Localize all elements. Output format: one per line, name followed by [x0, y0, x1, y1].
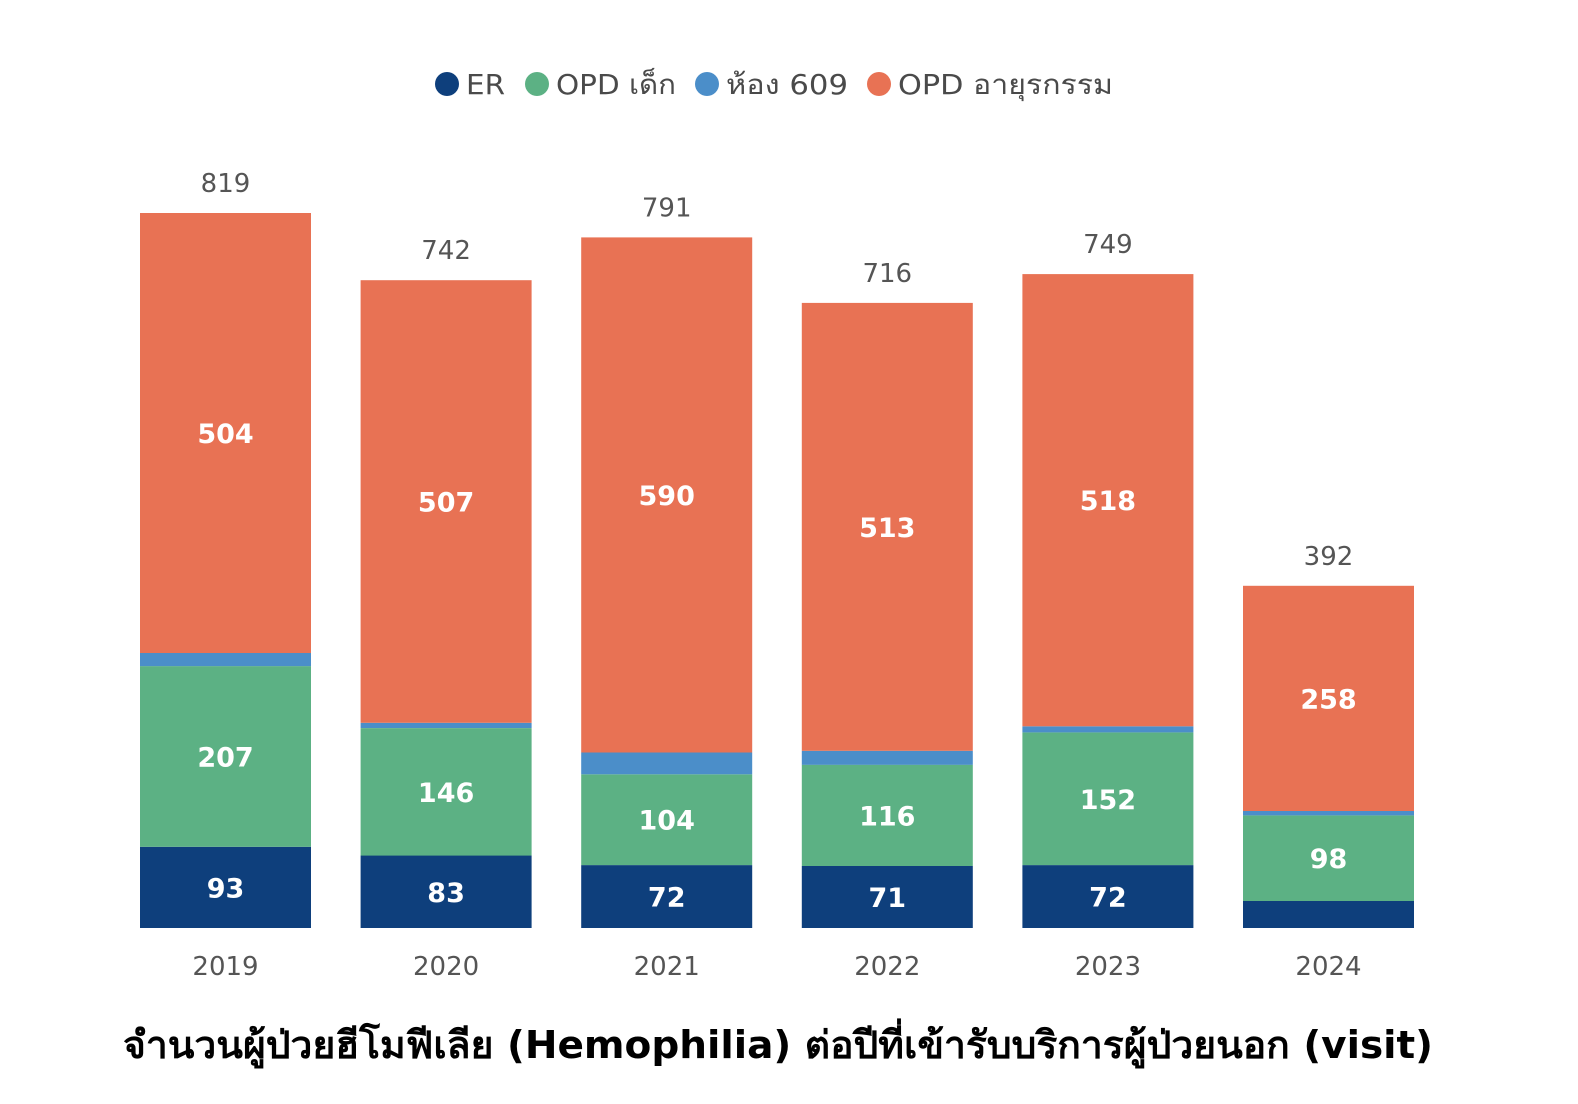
x-tick-label-2019: 2019	[192, 952, 258, 982]
legend-item-opd-medicine: OPD อายุรกรรม	[867, 68, 1113, 102]
bar-segment-opd-pediatric-2019	[140, 666, 311, 847]
data-label-opd-pediatric-2021: 104	[639, 806, 695, 837]
bar-segment-opd-pediatric-2023	[1022, 732, 1194, 866]
data-label-er-2021: 72	[648, 883, 686, 914]
total-label-2023: 749	[1083, 230, 1133, 260]
bar-segment-room-609-2024	[1243, 811, 1414, 816]
legend-label-opd-pediatric: OPD เด็ก	[556, 67, 676, 101]
data-label-opd-pediatric-2019: 207	[197, 743, 253, 774]
data-label-opd-medicine-2022: 513	[859, 513, 915, 544]
legend: ER OPD เด็ก ห้อง 609 OPD อายุรกรรม	[435, 67, 1113, 102]
bar-segment-er-2024	[1243, 900, 1414, 928]
bar-segment-room-609-2020	[360, 722, 532, 728]
legend-label-room-609: ห้อง 609	[726, 68, 848, 101]
legend-label-er: ER	[466, 68, 505, 101]
legend-label-opd-medicine: OPD อายุรกรรม	[898, 68, 1113, 102]
data-label-opd-medicine-2020: 507	[418, 488, 474, 519]
bars-group: 93 207 504 819 2019 83 146 507 742 2020 72 104 590 79…	[140, 169, 1414, 982]
data-label-er-2020: 83	[427, 878, 465, 909]
data-label-opd-medicine-2019: 504	[197, 419, 253, 450]
total-label-2019: 819	[201, 169, 251, 199]
bar-segment-opd-medicine-2019	[140, 213, 311, 653]
total-label-2021: 791	[642, 193, 692, 223]
bar-segment-opd-pediatric-2022	[801, 764, 973, 866]
total-label-2020: 742	[421, 236, 471, 266]
x-tick-label-2022: 2022	[854, 952, 920, 982]
bar-segment-er-2020	[360, 855, 532, 928]
bar-segment-opd-medicine-2021	[581, 237, 753, 753]
x-tick-label-2020: 2020	[413, 952, 479, 982]
legend-swatch-er	[435, 72, 459, 96]
legend-item-room-609: ห้อง 609	[695, 68, 848, 101]
bar-segment-opd-pediatric-2024	[1243, 815, 1414, 901]
bar-2022: 71 116 513 716 2022	[801, 259, 973, 982]
legend-swatch-opd-pediatric	[525, 72, 549, 96]
bar-2023: 72 152 518 749 2023	[1022, 230, 1194, 982]
data-label-er-2023: 72	[1089, 883, 1127, 914]
bar-segment-er-2021	[581, 865, 753, 928]
x-tick-label-2021: 2021	[634, 952, 700, 982]
data-label-opd-medicine-2023: 518	[1080, 486, 1136, 517]
data-label-opd-medicine-2021: 590	[639, 481, 695, 512]
legend-swatch-room-609	[695, 72, 719, 96]
bar-segment-opd-pediatric-2020	[360, 728, 532, 856]
bar-segment-opd-medicine-2024	[1243, 585, 1414, 811]
legend-item-er: ER	[435, 68, 505, 101]
bar-segment-opd-medicine-2020	[360, 280, 532, 723]
bar-segment-room-609-2022	[801, 750, 973, 765]
x-tick-label-2024: 2024	[1295, 952, 1361, 982]
bar-segment-opd-medicine-2022	[801, 302, 973, 751]
x-tick-label-2023: 2023	[1075, 952, 1141, 982]
bar-segment-er-2019	[140, 846, 311, 928]
bar-2024: 98 258 392 2024	[1243, 542, 1414, 982]
total-label-2022: 716	[862, 259, 912, 289]
total-label-2024: 392	[1304, 542, 1354, 572]
bar-2021: 72 104 590 791 2021	[581, 193, 753, 982]
legend-swatch-opd-medicine	[867, 72, 891, 96]
bar-segment-room-609-2019	[140, 653, 311, 667]
data-label-er-2019: 93	[207, 873, 245, 904]
bar-2019: 93 207 504 819 2019	[140, 169, 311, 982]
bar-segment-room-609-2023	[1022, 726, 1194, 733]
data-label-opd-pediatric-2020: 146	[418, 778, 474, 809]
bar-segment-er-2022	[801, 866, 973, 928]
legend-item-opd-pediatric: OPD เด็ก	[525, 67, 676, 101]
bar-segment-er-2023	[1022, 865, 1194, 928]
data-label-opd-pediatric-2022: 116	[859, 801, 915, 832]
data-label-er-2022: 71	[869, 883, 907, 914]
chart-title: จำนวนผู้ป่วยฮีโมฟีเลีย (Hemophilia) ต่อป…	[123, 1018, 1433, 1069]
data-label-opd-medicine-2024: 258	[1300, 684, 1356, 715]
bar-segment-room-609-2021	[581, 752, 753, 775]
data-label-opd-pediatric-2024: 98	[1310, 844, 1348, 875]
data-label-opd-pediatric-2023: 152	[1080, 785, 1136, 816]
bar-segment-opd-pediatric-2021	[581, 774, 753, 866]
bar-segment-opd-medicine-2023	[1022, 274, 1194, 727]
bar-2020: 83 146 507 742 2020	[360, 236, 532, 982]
